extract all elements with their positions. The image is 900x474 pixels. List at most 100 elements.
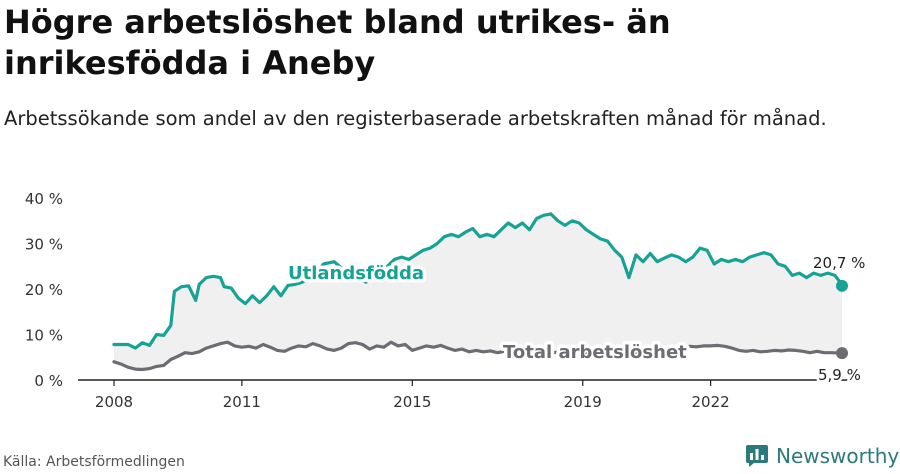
- total-point: [695, 345, 698, 348]
- utlandsfodda-point: [155, 333, 158, 336]
- utlandsfodda-point: [265, 294, 268, 298]
- utlandsfodda-point: [229, 286, 233, 290]
- chart-title: Högre arbetslöshet bland utrikes- än inr…: [4, 3, 671, 82]
- total-point: [425, 344, 428, 348]
- utlandsfodda-point: [443, 235, 446, 238]
- utlandsfodda-point: [219, 276, 222, 279]
- utlandsfodda-point: [549, 212, 552, 216]
- total-point: [730, 346, 734, 350]
- y-axis: 0 % 10 % 20 % 30 % 40 %: [25, 190, 63, 390]
- utlandsfodda-point: [606, 240, 609, 243]
- total-point: [439, 344, 442, 347]
- brand-name: Newsworthy: [776, 444, 900, 468]
- total-point: [354, 341, 357, 344]
- utlandsfodda-point: [286, 284, 290, 287]
- utlandsfodda-point: [684, 260, 687, 263]
- total-point: [602, 350, 606, 353]
- total-point: [581, 351, 584, 354]
- utlandsfodda-point: [198, 283, 201, 286]
- utlandsfodda-point: [237, 296, 240, 300]
- utlandsfodda-point: [776, 262, 780, 266]
- total-series-label: Total arbetslöshet: [503, 342, 687, 363]
- utlandsfodda-point: [471, 227, 474, 230]
- utlandsfodda-series-label-halo: Utlandsfödda: [288, 263, 424, 284]
- total-point: [496, 351, 499, 354]
- utlandsfodda-point: [428, 246, 432, 250]
- utlandsfodda-point: [375, 274, 378, 277]
- y-tick-label: 20 %: [25, 281, 63, 299]
- utlandsfodda-point: [205, 276, 208, 279]
- utlandsfodda-point: [599, 237, 602, 241]
- total-point: [304, 345, 307, 348]
- total-point: [645, 351, 648, 354]
- total-end-label-halo: 5,9 %: [818, 366, 861, 384]
- total-point: [233, 344, 236, 348]
- utlandsfodda-point: [407, 258, 410, 261]
- total-point: [467, 350, 471, 353]
- utlandsfodda-point: [492, 235, 496, 238]
- utlandsfodda-point: [244, 302, 247, 305]
- total-point: [112, 360, 116, 363]
- y-tick-label: 0 %: [34, 372, 63, 390]
- total-point: [418, 346, 421, 350]
- total-point: [396, 344, 400, 348]
- total-point: [759, 350, 762, 353]
- total-point: [347, 342, 350, 345]
- utlandsfodda-point: [514, 226, 517, 229]
- total-point: [190, 352, 194, 355]
- total-point: [269, 346, 272, 349]
- total-point: [773, 349, 776, 352]
- total-end-label: 5,9 %: [818, 366, 861, 384]
- total-point: [546, 350, 549, 353]
- total-point: [567, 351, 570, 354]
- utlandsfodda-point: [791, 274, 794, 277]
- total-point: [631, 351, 634, 354]
- total-point: [212, 344, 215, 348]
- utlandsfodda-point: [127, 343, 130, 346]
- total-point: [169, 358, 173, 361]
- total-point: [503, 350, 506, 353]
- y-tick-label: 40 %: [25, 190, 63, 208]
- utlandsfodda-point: [641, 260, 645, 263]
- utlandsfodda-point: [670, 253, 673, 257]
- total-point: [744, 350, 748, 353]
- utlandsfodda-point: [783, 265, 787, 268]
- total-point: [219, 342, 222, 345]
- total-point: [361, 343, 364, 346]
- utlandsfodda-point: [812, 271, 815, 275]
- total-point: [254, 346, 258, 350]
- y-tick-label: 10 %: [25, 327, 63, 345]
- utlandsfodda-point: [649, 252, 652, 255]
- gap-area: [114, 213, 842, 370]
- total-point: [240, 346, 244, 349]
- utlandsfodda-point: [293, 283, 297, 286]
- y-tick-label: 30 %: [25, 236, 63, 254]
- utlandsfodda-point: [478, 235, 481, 238]
- utlandsfodda-point: [663, 256, 666, 260]
- utlandsfodda-point: [578, 221, 581, 225]
- total-point: [524, 350, 528, 353]
- utlandsfodda-point: [563, 224, 567, 227]
- utlandsfodda-point: [169, 324, 173, 327]
- utlandsfodda-point: [620, 255, 624, 259]
- total-point: [673, 346, 677, 350]
- total-point: [205, 346, 208, 350]
- total-point: [311, 342, 315, 345]
- utlandsfodda-point: [535, 217, 538, 220]
- utlandsfodda-point: [301, 280, 304, 284]
- total-point: [638, 351, 641, 354]
- utlandsfodda-point: [393, 258, 396, 261]
- total-point: [297, 344, 300, 348]
- total-point: [475, 349, 478, 352]
- utlandsfodda-point: [798, 271, 801, 275]
- total-point: [766, 350, 769, 353]
- utlandsfodda-point: [499, 228, 503, 232]
- utlandsfodda-point: [258, 301, 261, 304]
- total-point: [801, 350, 805, 353]
- total-point: [382, 346, 386, 349]
- utlandsfodda-series-label: Utlandsfödda: [288, 263, 424, 284]
- total-point: [595, 351, 599, 354]
- total-point: [560, 350, 563, 353]
- total-point: [148, 367, 151, 370]
- utlandsfodda-point: [627, 276, 631, 279]
